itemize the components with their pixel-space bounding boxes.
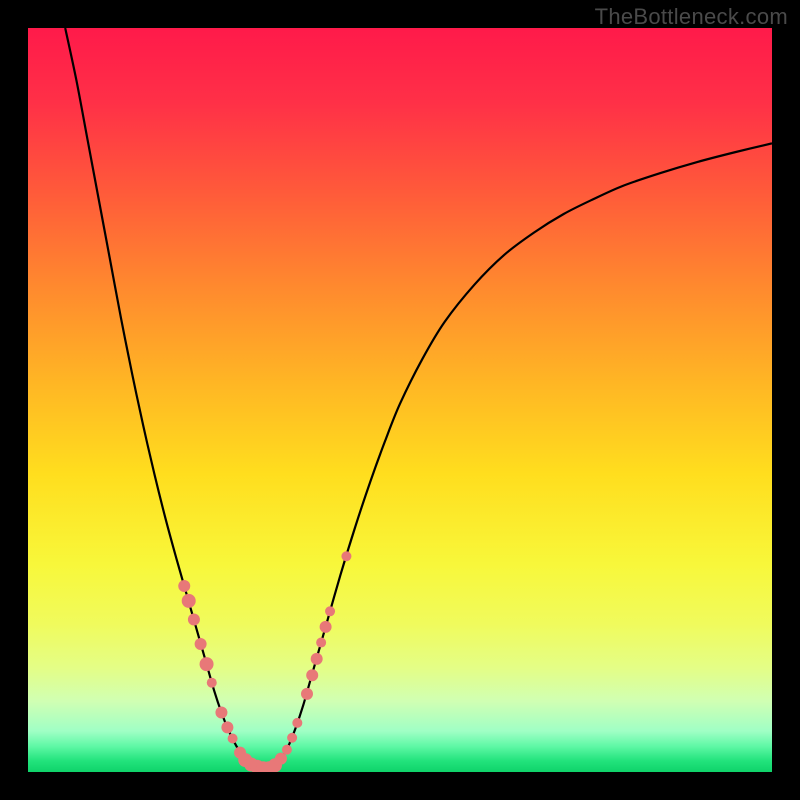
chart-background [28, 28, 772, 772]
watermark-text: TheBottleneck.com [595, 4, 788, 30]
data-point [207, 678, 217, 688]
data-point [182, 594, 196, 608]
data-point [188, 613, 200, 625]
data-point [228, 734, 238, 744]
data-point [316, 638, 326, 648]
data-point [292, 718, 302, 728]
data-point [325, 606, 335, 616]
data-point [221, 721, 233, 733]
data-point [311, 653, 323, 665]
data-point [275, 753, 287, 765]
data-point [341, 551, 351, 561]
data-point [301, 688, 313, 700]
data-point [282, 745, 292, 755]
data-point [195, 638, 207, 650]
data-point [306, 669, 318, 681]
bottleneck-chart [0, 0, 800, 800]
data-point [320, 621, 332, 633]
data-point [215, 706, 227, 718]
data-point [200, 657, 214, 671]
data-point [178, 580, 190, 592]
data-point [287, 733, 297, 743]
